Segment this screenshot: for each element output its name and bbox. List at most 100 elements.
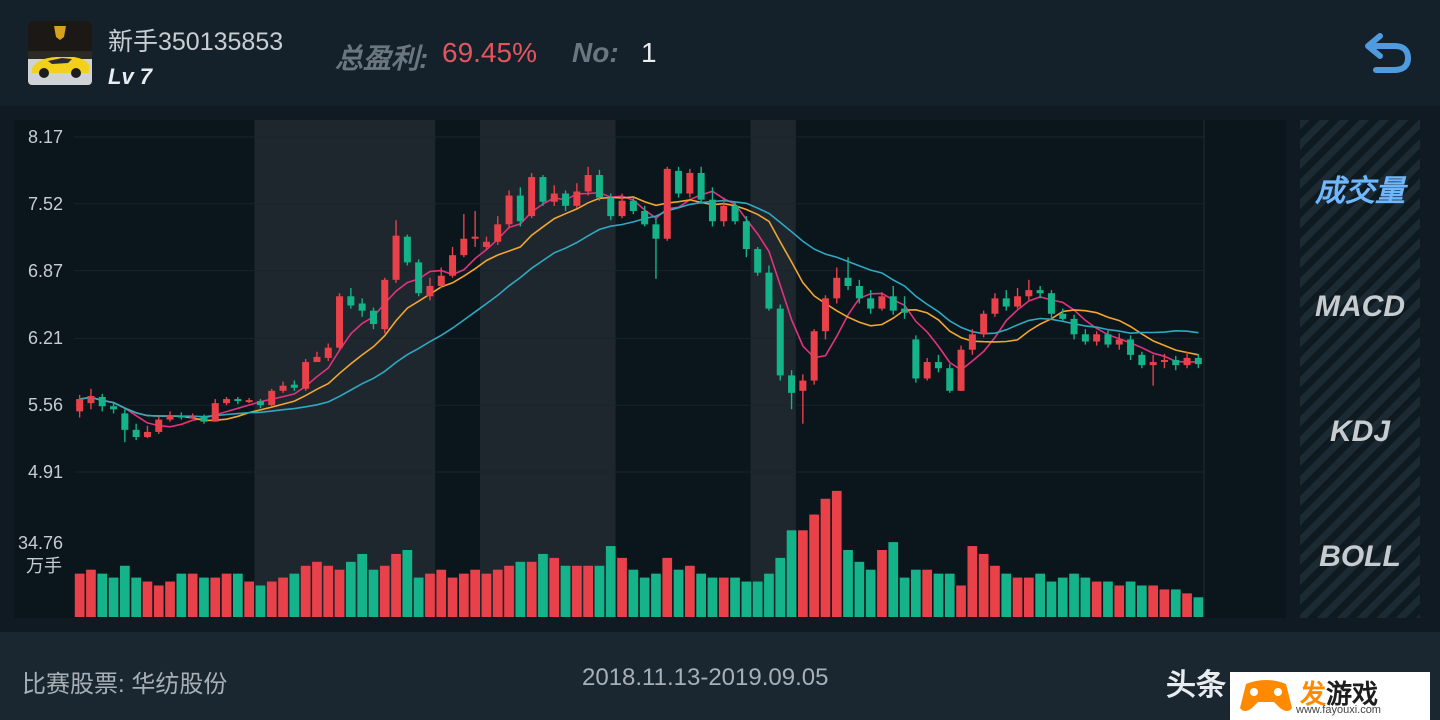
candle-body [1002,298,1010,307]
candle-body [110,406,118,410]
volume-bar [97,573,108,617]
volume-bar [990,565,1000,617]
candle-body [211,403,219,422]
volume-bar [357,553,368,617]
volume-bar [221,573,232,617]
candle-body [731,205,739,222]
back-button[interactable] [1364,30,1414,76]
candle-body [223,399,231,404]
volume-bar [752,581,763,617]
candle-body [449,255,457,276]
candle-body [1081,334,1089,342]
volume-bar [515,561,526,617]
volume-bar [300,565,311,617]
candle-body [788,375,796,393]
volume-bar [571,565,582,617]
kline-chart[interactable] [14,120,1286,618]
volume-bar [368,569,379,617]
volume-bar [1080,577,1091,617]
candle-body [76,399,84,412]
candle-body [1183,357,1191,366]
volume-bar [153,585,164,617]
volume-bar [142,581,153,617]
kline-chart-panel[interactable]: 8.17 7.52 6.87 6.21 5.56 4.91 34.76 万手 [14,120,1286,618]
candle-body [369,310,377,325]
volume-bar [605,546,616,617]
candle-body [991,298,999,314]
watermark-text: 发游戏 [1300,679,1379,709]
candle-body [1025,290,1033,297]
candle-body [460,238,468,256]
candle-body [200,416,208,422]
candle-body [889,296,897,311]
moving-average-line [79,196,1199,422]
volume-bar [718,577,729,617]
candle-body [121,413,129,430]
volume-bar [922,569,933,617]
candle-body [912,339,920,379]
candle-body [652,224,660,239]
candle-body [426,286,434,297]
indicator-boll-button[interactable]: BOLL [1319,540,1401,573]
volume-bar [820,498,831,617]
candle-body [810,331,818,381]
volume-bar [108,577,119,617]
volume-bar [707,577,718,617]
candle-body [618,200,626,217]
indicator-volume-button[interactable]: 成交量 [1315,175,1405,208]
volume-bar [1103,581,1113,617]
volume-bar [583,565,594,617]
candle-body [584,175,592,192]
candle-body [245,400,253,403]
candle-body [98,396,106,407]
volume-bar [673,569,684,617]
candle-body [901,308,909,313]
volume-bar [334,569,345,617]
price-tick-label: 6.21 [28,328,64,348]
candle-body [1160,359,1168,363]
candle-body [1138,354,1146,366]
candle-body [290,384,298,388]
watermark-fayouxi: 发游戏 www.fayouxi.com [1230,672,1430,720]
candle-body [1127,339,1135,355]
avatar[interactable] [28,21,92,85]
volume-bar [899,577,910,617]
indicator-macd-button[interactable]: MACD [1315,290,1405,323]
volume-bar [1159,589,1170,617]
volume-bar [210,577,221,617]
candle-body [697,172,705,200]
volume-bar [425,573,435,617]
candle-body [1149,362,1157,366]
volume-bar [176,573,187,617]
volume-bar [526,561,537,617]
volume-bar [1193,597,1204,617]
candle-body [821,298,829,332]
volume-bar [538,553,548,617]
candle-body [980,313,988,335]
candle-body [867,298,875,309]
moving-average-line [79,199,1199,418]
indicator-kdj-button[interactable]: KDJ [1329,415,1390,448]
footer-bar [0,632,1440,720]
price-tick-label: 5.56 [28,395,64,415]
candle-body [516,195,524,222]
candle-body [923,362,931,379]
candle-body [562,193,570,206]
volume-bar [289,573,300,617]
candle-body [336,296,344,348]
volume-bar [1023,577,1034,617]
candle-body [1014,296,1022,307]
total-profit-label: 总盈利: [335,43,429,74]
candle-body [177,415,185,418]
rank-value: 1 [641,37,657,68]
volume-bar [504,565,514,617]
candle-body [415,262,423,294]
volume-bar [933,573,944,617]
volume-bar [244,581,255,617]
candle-body [1194,357,1202,365]
candle-body [957,349,965,391]
candle-body [550,193,558,202]
candle-body [358,303,366,311]
candle-body [1059,313,1067,319]
volume-bar [1069,573,1079,617]
